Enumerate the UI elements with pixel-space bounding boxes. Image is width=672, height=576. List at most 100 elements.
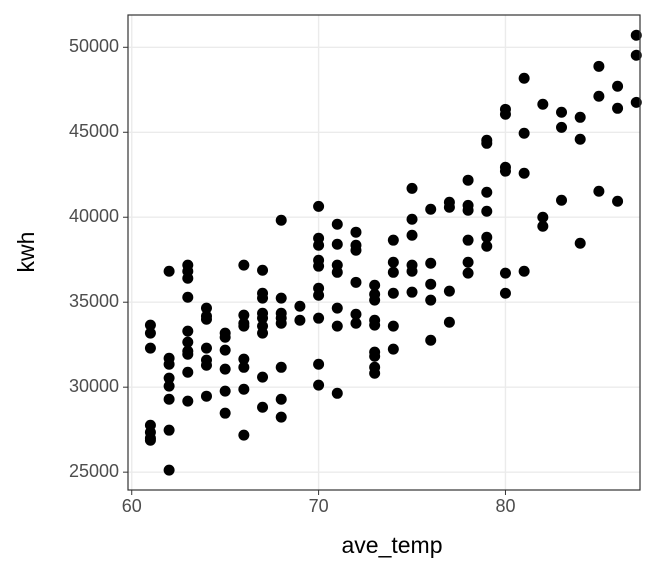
point bbox=[630, 96, 642, 108]
point bbox=[200, 390, 212, 402]
point bbox=[387, 266, 399, 278]
x-tick-label: 60 bbox=[122, 496, 142, 516]
point bbox=[387, 234, 399, 246]
point bbox=[443, 316, 455, 328]
point bbox=[630, 29, 642, 41]
point bbox=[238, 353, 250, 365]
point bbox=[387, 343, 399, 355]
point bbox=[238, 259, 250, 271]
point bbox=[182, 291, 194, 303]
point bbox=[182, 272, 194, 284]
point bbox=[257, 292, 269, 304]
point bbox=[163, 424, 175, 436]
point bbox=[350, 276, 362, 288]
point bbox=[462, 204, 474, 216]
point bbox=[257, 327, 269, 339]
point bbox=[182, 366, 194, 378]
point bbox=[499, 165, 511, 177]
point bbox=[331, 387, 343, 399]
panel bbox=[128, 15, 640, 490]
point bbox=[238, 309, 250, 321]
point bbox=[425, 278, 437, 290]
point bbox=[462, 267, 474, 279]
point bbox=[313, 379, 325, 391]
point bbox=[257, 312, 269, 324]
point bbox=[219, 344, 231, 356]
point bbox=[144, 342, 156, 354]
point bbox=[219, 363, 231, 375]
point bbox=[443, 201, 455, 213]
point bbox=[612, 102, 624, 114]
point bbox=[182, 325, 194, 337]
point bbox=[537, 220, 549, 232]
point bbox=[537, 211, 549, 223]
point bbox=[350, 317, 362, 329]
point bbox=[313, 260, 325, 272]
point bbox=[481, 186, 493, 198]
point bbox=[537, 98, 549, 110]
y-tick-label: 30000 bbox=[69, 376, 119, 396]
point bbox=[406, 229, 418, 241]
point bbox=[313, 200, 325, 212]
point bbox=[275, 393, 287, 405]
point bbox=[350, 226, 362, 238]
point bbox=[331, 320, 343, 332]
point bbox=[593, 60, 605, 72]
point bbox=[163, 393, 175, 405]
y-axis-title: kwh bbox=[13, 232, 39, 273]
point bbox=[406, 182, 418, 194]
point bbox=[350, 244, 362, 256]
x-tick-label: 70 bbox=[309, 496, 329, 516]
point bbox=[313, 358, 325, 370]
point bbox=[518, 72, 530, 84]
point bbox=[612, 195, 624, 207]
y-tick-label: 50000 bbox=[69, 36, 119, 56]
point bbox=[163, 265, 175, 277]
point bbox=[499, 287, 511, 299]
point bbox=[499, 108, 511, 120]
point bbox=[406, 286, 418, 298]
point bbox=[518, 167, 530, 179]
point bbox=[238, 361, 250, 373]
point bbox=[219, 331, 231, 343]
point bbox=[257, 264, 269, 276]
point bbox=[331, 302, 343, 314]
point bbox=[574, 133, 586, 145]
point bbox=[481, 205, 493, 217]
point bbox=[425, 257, 437, 269]
point bbox=[462, 174, 474, 186]
point bbox=[331, 218, 343, 230]
point bbox=[556, 121, 568, 133]
point bbox=[257, 371, 269, 383]
point bbox=[443, 285, 455, 297]
point bbox=[574, 111, 586, 123]
point bbox=[462, 256, 474, 268]
y-tick-label: 45000 bbox=[69, 121, 119, 141]
point bbox=[313, 289, 325, 301]
point bbox=[425, 294, 437, 306]
point bbox=[331, 266, 343, 278]
point bbox=[257, 401, 269, 413]
point bbox=[574, 237, 586, 249]
point bbox=[275, 292, 287, 304]
point bbox=[369, 319, 381, 331]
point bbox=[518, 265, 530, 277]
point bbox=[518, 127, 530, 139]
point bbox=[425, 334, 437, 346]
point bbox=[200, 342, 212, 354]
x-tick-label: 80 bbox=[495, 496, 515, 516]
point bbox=[200, 359, 212, 371]
point bbox=[481, 240, 493, 252]
point bbox=[556, 194, 568, 206]
point bbox=[612, 80, 624, 92]
point bbox=[387, 320, 399, 332]
point bbox=[144, 327, 156, 339]
point bbox=[369, 350, 381, 362]
x-axis-title: ave_temp bbox=[341, 532, 442, 558]
point bbox=[200, 313, 212, 325]
point bbox=[387, 287, 399, 299]
point bbox=[387, 256, 399, 268]
point bbox=[163, 372, 175, 384]
point bbox=[593, 90, 605, 102]
point bbox=[163, 464, 175, 476]
